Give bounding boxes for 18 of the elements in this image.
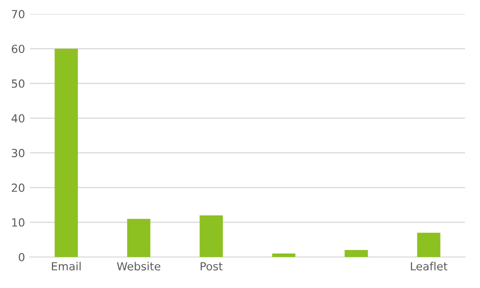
bar (200, 215, 223, 257)
bar (54, 48, 78, 257)
y-tick-label: 70 (12, 10, 24, 18)
x-tick-label: Post (200, 262, 223, 270)
y-tick-label: 50 (12, 79, 24, 88)
y-tick-label: 60 (12, 44, 24, 54)
x-tick-label: Email (52, 262, 81, 270)
x-tick-label: Website (116, 262, 160, 270)
y-tick-label: 10 (12, 218, 24, 227)
y-tick-label: 0 (18, 252, 24, 262)
x-tick-label: Leaflet (410, 262, 448, 270)
bar (344, 250, 368, 257)
bar (127, 218, 150, 257)
bar (417, 232, 440, 257)
bar (272, 254, 296, 257)
y-tick-label: 30 (12, 148, 24, 158)
y-tick-label: 20 (12, 184, 24, 192)
y-tick-label: 40 (12, 114, 24, 123)
